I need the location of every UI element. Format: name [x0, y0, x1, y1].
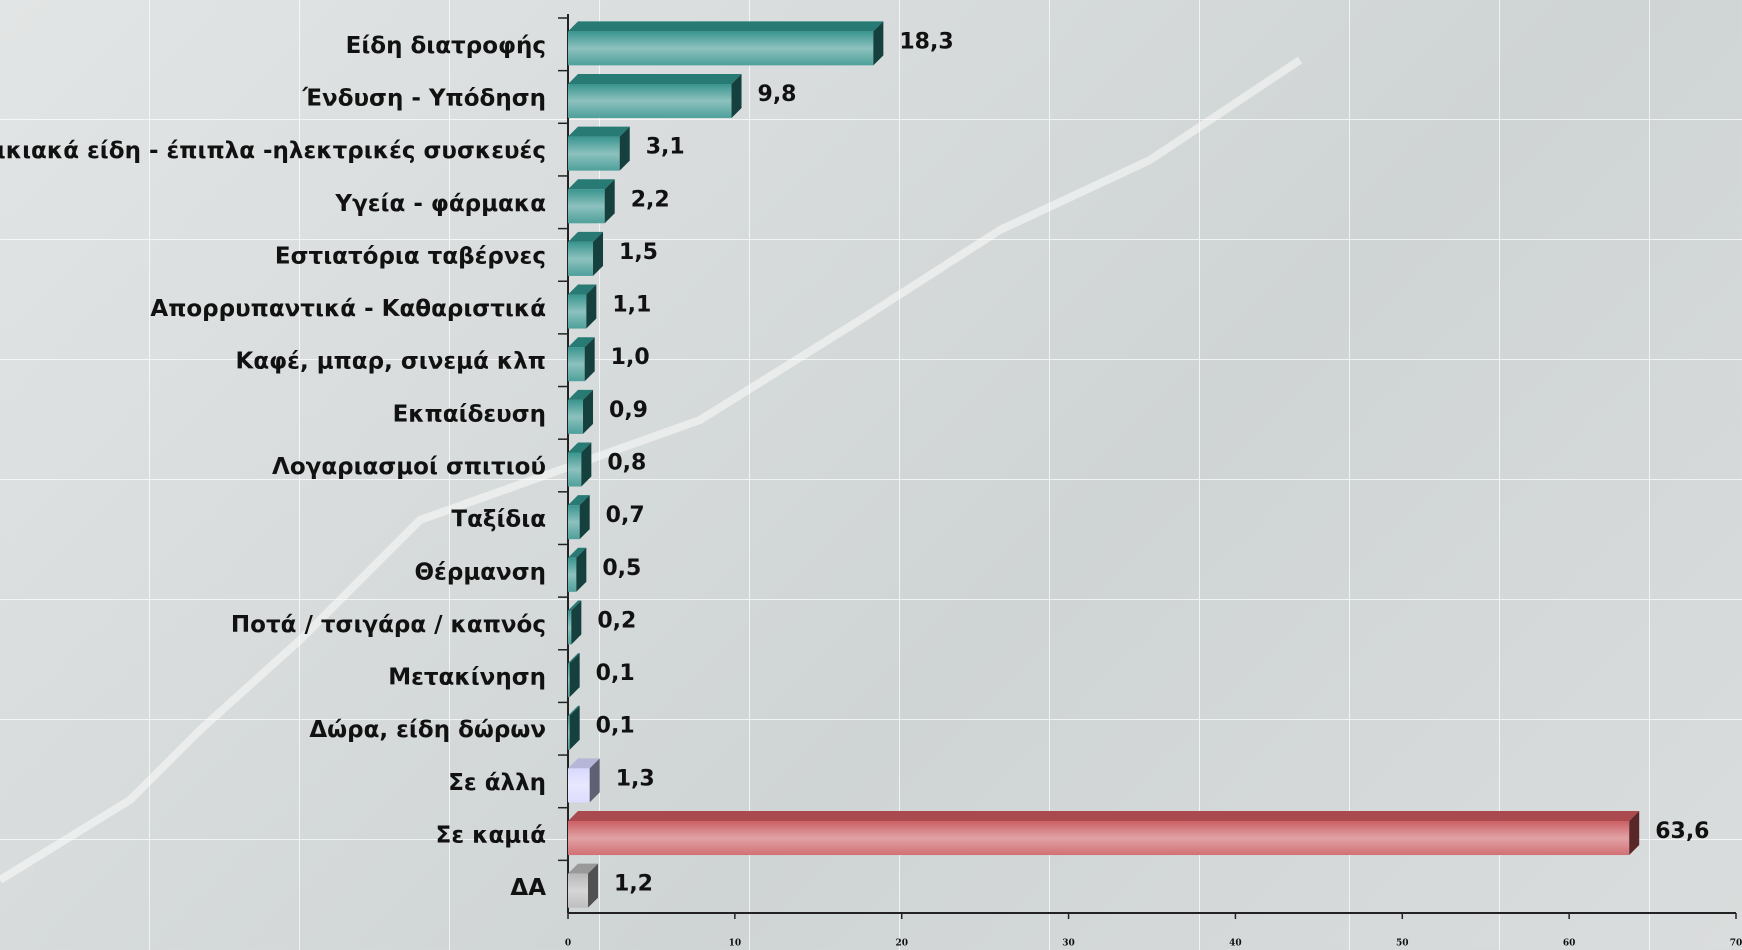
bar-top: [568, 127, 630, 137]
value-label: 18,3: [899, 29, 953, 54]
category-label: Μετακίνηση: [388, 665, 546, 691]
category-label: Θέρμανση: [415, 559, 547, 585]
value-label: 9,8: [758, 82, 797, 107]
bar-shine: [568, 558, 576, 592]
bar-shine: [568, 716, 570, 750]
value-label: 1,1: [612, 293, 651, 318]
page: 0 10 20 30 40 50 60 70 Είδη διατροφής 18,3 Ένδυση …: [0, 0, 1742, 950]
value-label: 0,8: [607, 451, 646, 476]
bar-shine: [568, 400, 583, 434]
bar-shine: [568, 242, 593, 276]
value-label: 0,1: [596, 661, 635, 686]
value-label: 0,9: [609, 398, 648, 423]
category-label: Είδη διατροφής: [346, 33, 546, 59]
bar-top: [568, 811, 1639, 821]
bar-shine: [568, 189, 605, 223]
category-label: Καφέ, μπαρ, σινεμά κλπ: [236, 349, 546, 375]
category-label: Ταξίδια: [451, 507, 546, 533]
value-label: 1,0: [611, 345, 650, 370]
bar-shine: [568, 505, 580, 539]
value-label: 63,6: [1655, 819, 1709, 844]
x-tick-label: 60: [1563, 939, 1576, 949]
category-label: Εστιατόρια ταβέρνες: [275, 243, 546, 269]
bar-shine: [568, 453, 581, 487]
category-label: Απορρυπαντικά - Καθαριστικά: [150, 296, 546, 322]
x-tick-label: 50: [1396, 939, 1409, 949]
category-label: Σε άλλη: [448, 770, 546, 796]
category-label: ΔΑ: [510, 875, 546, 901]
x-tick-label: 40: [1229, 939, 1242, 949]
x-tick-label: 10: [729, 939, 742, 949]
category-label: Υγεία - φάρμακα: [334, 191, 546, 217]
value-label: 0,5: [602, 556, 641, 581]
bar-shine: [568, 821, 1629, 855]
bar-shine: [568, 84, 732, 118]
chart: 0 10 20 30 40 50 60 70 Είδη διατροφής 18,3 Ένδυση …: [0, 0, 1742, 950]
x-tick-label: 30: [1062, 939, 1075, 949]
category-label: Σε καμιά: [436, 823, 546, 849]
value-label: 0,2: [597, 608, 636, 633]
category-label: Ποτά / τσιγάρα / καπνός: [231, 612, 546, 638]
category-label: Εκπαίδευση: [393, 401, 546, 427]
bar-shine: [568, 610, 571, 644]
value-label: 0,1: [596, 714, 635, 739]
x-tick-label: 20: [895, 939, 908, 949]
value-label: 1,5: [619, 240, 658, 265]
value-label: 1,3: [616, 766, 655, 791]
category-label: Ένδυση - Υπόδηση: [302, 85, 546, 111]
value-label: 1,2: [614, 872, 653, 897]
bar-shine: [568, 295, 586, 329]
value-label: 2,2: [631, 187, 670, 212]
category-label: Λογαριασμοί σπιτιού: [272, 454, 546, 480]
x-tick-label: 70: [1730, 939, 1742, 949]
bar-shine: [568, 31, 873, 65]
value-label: 0,7: [606, 503, 645, 528]
category-label: Οικιακά είδη - έπιπλα -ηλεκτρικές συσκευ…: [0, 138, 546, 164]
category-label: Δώρα, είδη δώρων: [309, 717, 546, 743]
bar-shine: [568, 874, 588, 908]
bar-shine: [568, 347, 585, 381]
bar-top: [568, 74, 742, 84]
bar-top: [568, 21, 883, 31]
bar-shine: [568, 663, 570, 697]
value-label: 3,1: [646, 135, 685, 160]
bar-shine: [568, 768, 590, 802]
x-tick-label: 0: [565, 939, 571, 949]
bar-shine: [568, 137, 620, 171]
